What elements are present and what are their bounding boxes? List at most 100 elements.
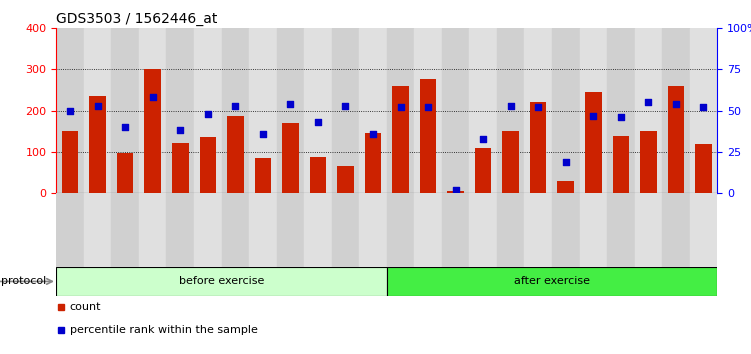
Point	[532, 104, 544, 110]
Bar	[387, 193, 415, 267]
Bar	[359, 28, 387, 193]
Point	[285, 101, 297, 107]
Point	[394, 104, 406, 110]
Bar	[442, 193, 469, 267]
Bar	[222, 193, 249, 267]
Point	[119, 124, 131, 130]
Bar	[84, 193, 111, 267]
Bar	[415, 28, 442, 193]
Point	[146, 95, 158, 100]
Point	[450, 187, 462, 193]
Bar	[668, 86, 684, 193]
Bar	[359, 193, 387, 267]
Bar	[332, 193, 359, 267]
Point	[202, 111, 214, 117]
Bar	[387, 28, 415, 193]
Point	[670, 101, 682, 107]
Bar	[255, 158, 271, 193]
Bar	[167, 193, 194, 267]
Bar	[387, 267, 717, 296]
Bar	[420, 79, 436, 193]
Bar	[552, 28, 580, 193]
Bar	[62, 131, 78, 193]
Bar	[524, 193, 552, 267]
Bar	[111, 28, 139, 193]
Bar	[689, 193, 717, 267]
Bar	[139, 28, 167, 193]
Bar	[469, 193, 497, 267]
Bar	[557, 181, 574, 193]
Bar	[580, 28, 607, 193]
Point	[367, 131, 379, 137]
Point	[64, 108, 76, 114]
Bar	[304, 28, 332, 193]
Bar	[304, 193, 332, 267]
Point	[174, 127, 186, 133]
Point	[615, 114, 627, 120]
Point	[559, 159, 572, 165]
Point	[312, 119, 324, 125]
Point	[422, 104, 434, 110]
Bar	[442, 28, 469, 193]
Point	[477, 136, 489, 142]
Bar	[392, 86, 409, 193]
Bar	[337, 166, 354, 193]
Bar	[640, 131, 656, 193]
Bar	[144, 69, 161, 193]
Text: GDS3503 / 1562446_at: GDS3503 / 1562446_at	[56, 12, 218, 26]
Bar	[194, 28, 222, 193]
Bar	[56, 267, 387, 296]
Bar	[222, 28, 249, 193]
Bar	[580, 193, 607, 267]
Bar	[89, 96, 106, 193]
Bar	[635, 193, 662, 267]
Text: after exercise: after exercise	[514, 276, 590, 286]
Bar	[309, 157, 326, 193]
Point	[229, 103, 241, 109]
Point	[257, 131, 269, 137]
Bar	[662, 193, 689, 267]
Text: count: count	[70, 302, 101, 312]
Bar	[448, 191, 464, 193]
Point	[698, 104, 710, 110]
Bar	[172, 143, 189, 193]
Bar	[469, 28, 497, 193]
Bar	[194, 193, 222, 267]
Point	[587, 113, 599, 118]
Text: percentile rank within the sample: percentile rank within the sample	[70, 325, 258, 335]
Bar	[475, 148, 491, 193]
Bar	[111, 193, 139, 267]
Bar	[56, 193, 84, 267]
Point	[339, 103, 351, 109]
Bar	[689, 28, 717, 193]
Bar	[365, 133, 382, 193]
Bar	[585, 92, 602, 193]
Bar	[117, 153, 134, 193]
Point	[505, 103, 517, 109]
Bar	[200, 137, 216, 193]
Bar	[276, 28, 304, 193]
Bar	[497, 28, 524, 193]
Bar	[282, 123, 299, 193]
Point	[92, 103, 104, 109]
Bar	[635, 28, 662, 193]
Point	[642, 99, 654, 105]
Bar	[524, 28, 552, 193]
Bar	[530, 102, 547, 193]
Text: before exercise: before exercise	[179, 276, 264, 286]
Bar	[167, 28, 194, 193]
Bar	[552, 193, 580, 267]
Bar	[613, 136, 629, 193]
Bar	[332, 28, 359, 193]
Bar	[497, 193, 524, 267]
Bar	[249, 193, 276, 267]
Bar	[662, 28, 689, 193]
Bar	[227, 116, 243, 193]
Bar	[56, 28, 84, 193]
Bar	[139, 193, 167, 267]
Bar	[84, 28, 111, 193]
Text: protocol: protocol	[1, 276, 46, 286]
Bar	[607, 193, 635, 267]
Bar	[502, 131, 519, 193]
Bar	[415, 193, 442, 267]
